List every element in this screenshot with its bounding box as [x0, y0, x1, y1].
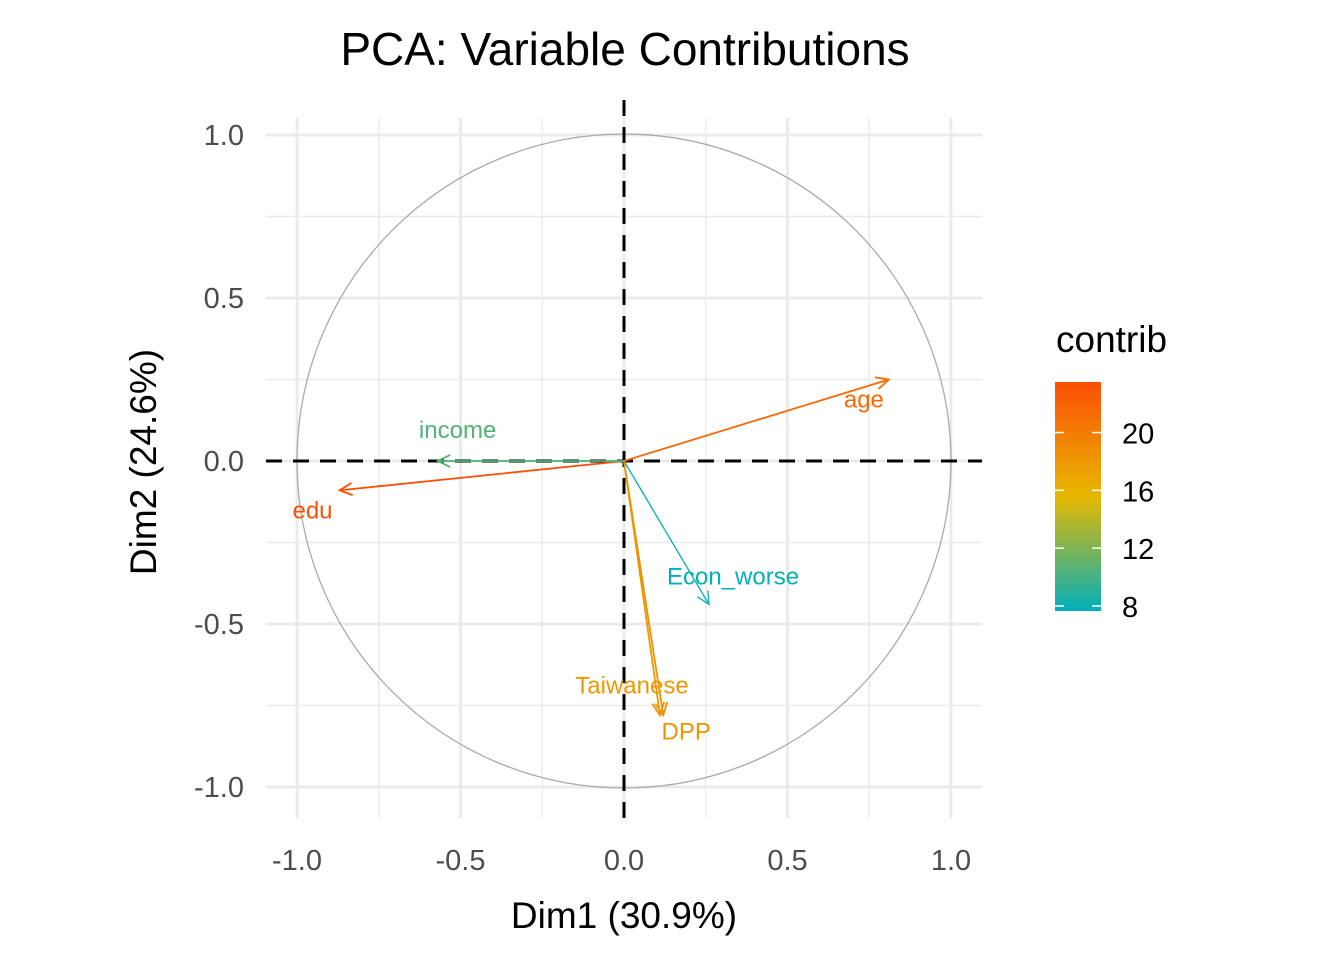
legend-tick-label: 12 [1122, 534, 1154, 566]
arrowhead-taiwanese [651, 701, 666, 718]
variable-label: age [844, 387, 884, 414]
arrowhead-age [874, 376, 891, 390]
legend-tick-label: 8 [1122, 592, 1138, 624]
legend: contrib 8 12 16 20 [1055, 319, 1167, 624]
arrowhead-dpp [654, 701, 669, 718]
arrow-age [623, 378, 890, 462]
x-tick-label: 1.0 [931, 845, 971, 877]
legend-title: contrib [1056, 319, 1167, 360]
x-tick-label: 0.5 [767, 845, 807, 877]
variable-label: DPP [662, 718, 711, 745]
y-tick-label: 1.0 [204, 120, 244, 152]
arrowhead-edu [337, 482, 353, 496]
legend-tick-label: 20 [1122, 419, 1154, 451]
variable-label: income [419, 417, 496, 444]
variable-label: edu [292, 497, 332, 524]
legend-colorbar [1055, 382, 1101, 611]
chart-title: PCA: Variable Contributions [340, 23, 909, 75]
arrow-edu [339, 460, 625, 492]
arrow-dpp [623, 460, 665, 716]
y-axis-label: Dim2 (24.6%) [123, 349, 164, 575]
arrowhead-income [435, 454, 451, 468]
variable-label: Econ_worse [667, 563, 799, 590]
y-tick-label: 0.0 [204, 446, 244, 478]
y-tick-label: -1.0 [194, 772, 244, 804]
arrow-econ_worse [623, 460, 710, 605]
arrowhead-econ_worse [696, 590, 710, 606]
x-tick-label: -1.0 [272, 845, 322, 877]
plot-panel: -1.0 -0.5 0.0 0.5 1.0 -1.0 -0.5 0.0 0.5 1.0 age edu… [194, 100, 982, 877]
x-axis-label: Dim1 (30.9%) [511, 895, 737, 936]
legend-tick-label: 16 [1122, 476, 1154, 508]
x-tick-label: 0.0 [604, 845, 644, 877]
variable-label: Taiwanese [575, 672, 688, 699]
y-tick-label: -0.5 [194, 609, 244, 641]
x-tick-label: -0.5 [436, 845, 486, 877]
y-tick-label: 0.5 [204, 283, 244, 315]
